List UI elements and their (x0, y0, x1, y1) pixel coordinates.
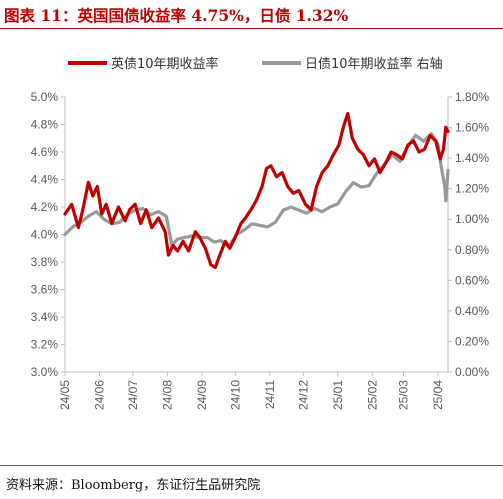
right-tick-label: 0.20% (455, 334, 489, 348)
line-chart: 英债10年期收益率 日债10年期收益率 右轴 3.0% 3.2% 3.4% 3.6% 3… (31, 56, 490, 410)
left-tick-label: 3.2% (31, 338, 59, 352)
left-tick-label: 4.4% (31, 173, 59, 187)
legend: 英债10年期收益率 日债10年期收益率 右轴 (68, 56, 443, 72)
x-tick-label: 25/01 (331, 380, 345, 410)
right-tick-label: 1.80% (455, 90, 489, 104)
left-tick-label: 3.0% (31, 365, 59, 379)
title-rule (0, 28, 503, 29)
x-tick-label: 24/07 (126, 380, 140, 410)
series-line-uk-10y (63, 111, 450, 270)
left-tick-label: 5.0% (31, 90, 59, 104)
figure-title: 图表 11：英国国债收益率 4.75%，日债 1.32% (4, 6, 349, 25)
left-tick-label: 4.0% (31, 228, 59, 242)
right-tick-label: 1.00% (455, 212, 489, 226)
x-tick-label: 24/09 (195, 380, 209, 410)
x-tick-label: 24/12 (296, 380, 310, 410)
source-note: 资料来源：Bloomberg，东证衍生品研究院 (6, 478, 261, 493)
left-tick-label: 4.8% (31, 118, 59, 132)
left-tick-label: 3.8% (31, 255, 59, 269)
x-tick-label: 25/02 (365, 380, 379, 410)
legend-label-jp: 日债10年期收益率 右轴 (305, 56, 443, 72)
x-tick-label: 24/10 (228, 380, 242, 410)
source-rule (0, 465, 503, 466)
x-tick-label: 24/05 (58, 380, 72, 410)
right-tick-label: 0.00% (455, 365, 489, 379)
left-tick-label: 3.4% (31, 310, 59, 324)
right-tick-label: 1.40% (455, 151, 489, 165)
left-tick-label: 4.2% (31, 200, 59, 214)
left-tick-label: 3.6% (31, 283, 59, 297)
right-tick-label: 1.20% (455, 182, 489, 196)
right-tick-label: 0.40% (455, 304, 489, 318)
x-tick-label: 25/04 (431, 380, 445, 410)
legend-label-uk: 英债10年期收益率 (111, 56, 219, 72)
x-tick-label: 25/03 (396, 380, 410, 410)
x-tick-label: 24/06 (93, 380, 107, 410)
right-tick-label: 0.80% (455, 243, 489, 257)
x-tick-label: 24/08 (160, 380, 174, 410)
x-tick-label: 24/11 (263, 380, 277, 409)
left-tick-label: 4.6% (31, 145, 59, 159)
right-tick-label: 1.60% (455, 121, 489, 135)
right-tick-label: 0.60% (455, 273, 489, 287)
